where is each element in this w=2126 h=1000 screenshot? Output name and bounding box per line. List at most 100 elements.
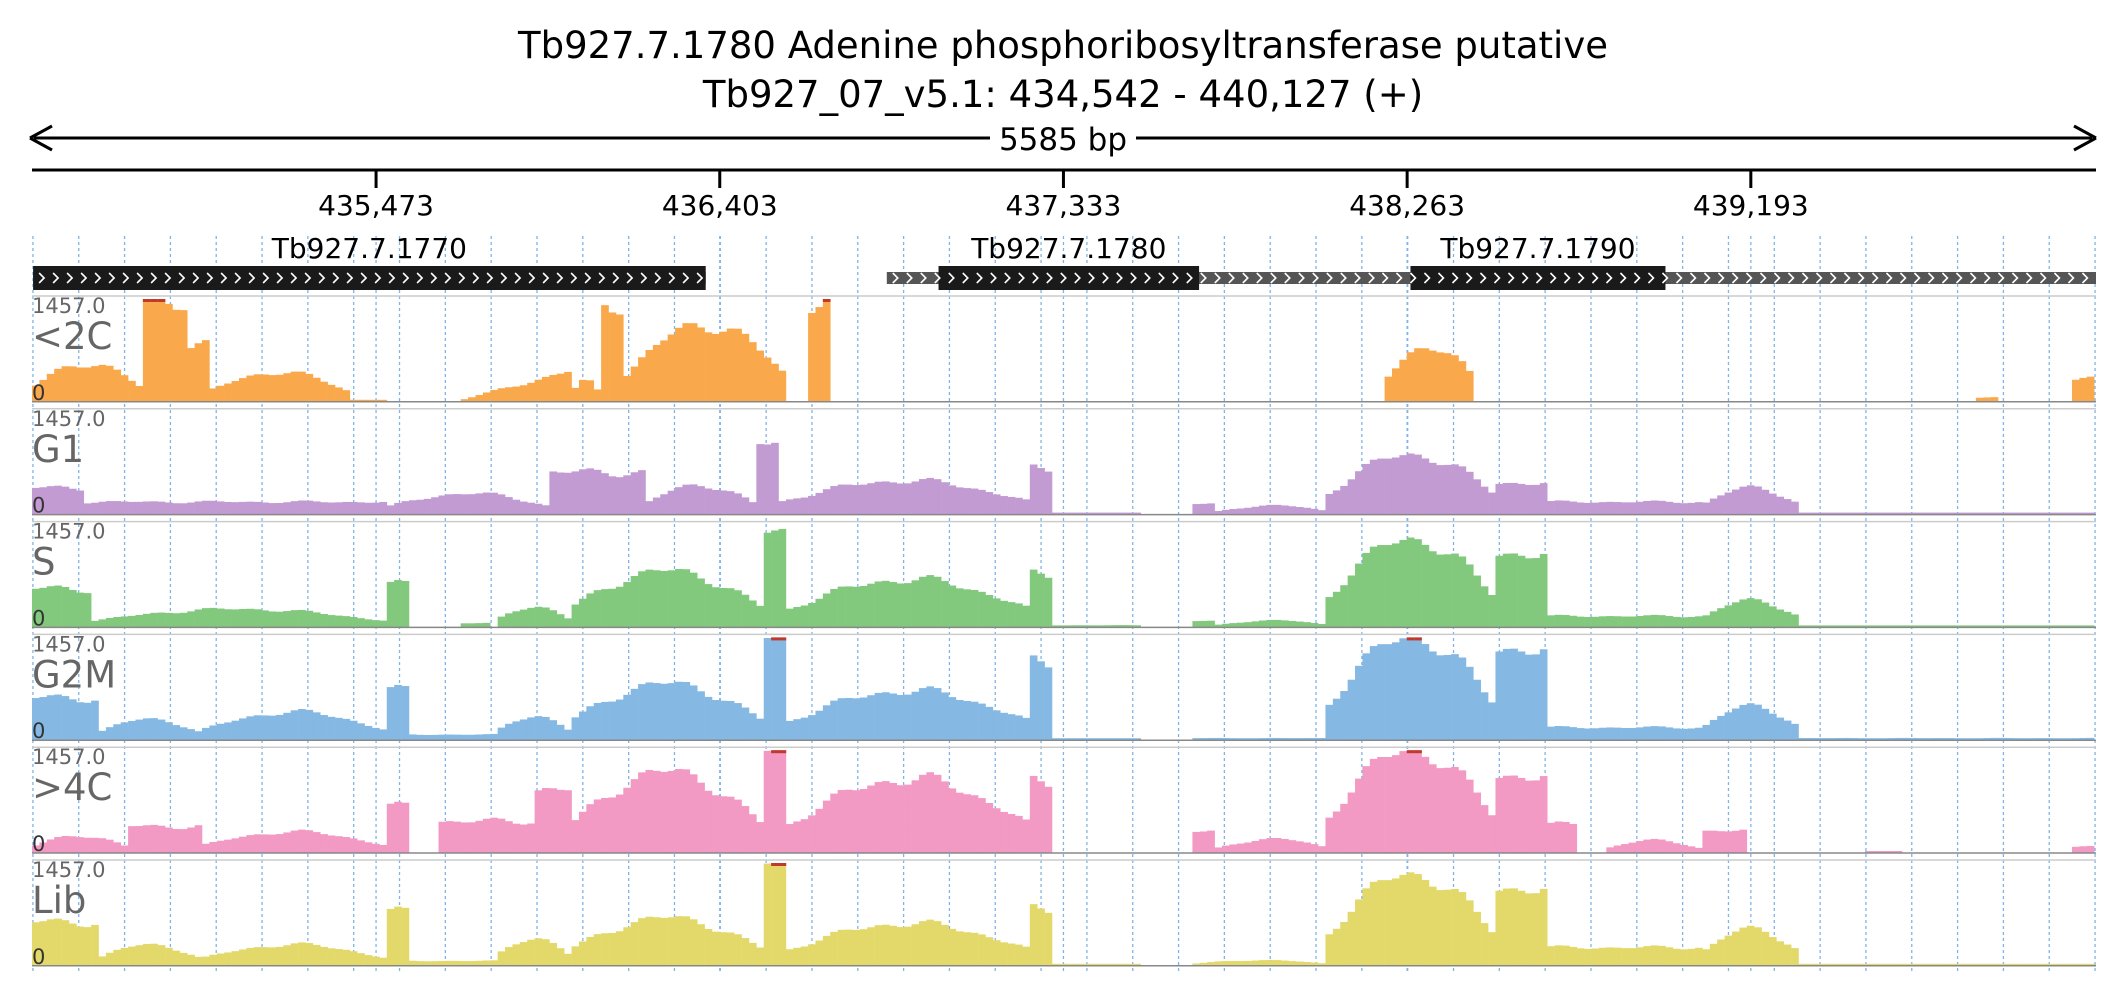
coverage-bar (39, 921, 48, 966)
coverage-bar (1480, 486, 1489, 515)
coverage-bar (1658, 615, 1666, 628)
coverage-bar (512, 823, 521, 853)
coverage-bar (1443, 654, 1452, 741)
coverage-bar (778, 750, 787, 853)
coverage-bar (1406, 352, 1415, 402)
coverage-bar (1865, 963, 1873, 966)
coverage-bar (1731, 489, 1740, 515)
coverage-bar (364, 725, 373, 741)
coverage-bar (253, 947, 262, 966)
coverage-bar (1362, 766, 1371, 853)
coverage-bar (1650, 726, 1659, 741)
coverage-bar (1266, 619, 1275, 628)
coverage-bar (1406, 537, 1415, 628)
coverage-bar (1488, 595, 1496, 628)
strand-arrow-icon (402, 272, 410, 284)
coverage-bar (1332, 698, 1341, 741)
coverage-bar (1598, 502, 1607, 515)
coverage-bar (120, 947, 129, 966)
clip-marker (771, 637, 779, 641)
coverage-bar (845, 484, 853, 515)
coverage-bar (1199, 620, 1208, 628)
coverage-bar (1125, 512, 1134, 515)
coverage-bar (970, 932, 979, 966)
coverage-bar (1384, 458, 1393, 515)
strand-arrow-icon (136, 272, 144, 284)
coverage-bar (667, 334, 676, 402)
coverage-bar (1953, 512, 1962, 515)
coverage-bar (978, 591, 986, 628)
coverage-bar (1584, 948, 1592, 966)
coverage-bar (852, 790, 861, 853)
ruler-tick-label: 438,263 (1349, 189, 1465, 222)
coverage-bar (1451, 355, 1459, 402)
coverage-bar (2042, 625, 2051, 628)
coverage-bar (556, 724, 565, 741)
clip-marker (1406, 750, 1415, 754)
coverage-bar (1820, 625, 1829, 628)
coverage-bar (1724, 712, 1733, 741)
coverage-bar (1576, 728, 1585, 741)
coverage-bar (704, 696, 713, 741)
coverage-bar (1628, 948, 1637, 966)
coverage-bar (689, 919, 698, 966)
coverage-bar (719, 490, 728, 515)
coverage-bar (105, 952, 114, 966)
coverage-bar (1443, 554, 1452, 628)
coverage-bar (1325, 493, 1334, 515)
coverage-bar (1569, 946, 1578, 966)
coverage-bar (408, 960, 417, 966)
coverage-bar (1214, 510, 1223, 515)
y-min-label: 0 (32, 381, 45, 405)
strand-arrow-icon (1745, 272, 1753, 284)
coverage-bar (1776, 496, 1785, 515)
coverage-bar (1244, 622, 1252, 628)
coverage-bar (165, 827, 173, 853)
coverage-bar (298, 709, 306, 741)
coverage-bar (541, 376, 550, 402)
coverage-bar (1192, 738, 1201, 741)
coverage-bar (135, 719, 144, 741)
strand-arrow-icon (1493, 272, 1501, 284)
coverage-bar (1495, 651, 1504, 741)
coverage-bar (1059, 512, 1068, 515)
coverage-bar (1746, 598, 1755, 628)
strand-arrow-icon (1242, 272, 1249, 284)
coverage-bar (1303, 961, 1311, 966)
coverage-bar (76, 490, 85, 515)
coverage-bar (505, 613, 513, 628)
coverage-bar (1658, 839, 1666, 853)
coverage-bar (1428, 350, 1437, 402)
coverage-bar (1695, 616, 1703, 628)
strand-arrow-icon (1843, 272, 1851, 284)
coverage-bar (364, 502, 373, 515)
coverage-bar (704, 584, 713, 628)
coverage-bar (1303, 738, 1311, 741)
coverage-bar (571, 604, 580, 628)
coverage-bar (224, 952, 232, 966)
coverage-bar (2020, 625, 2028, 628)
coverage-bar (238, 378, 247, 402)
coverage-bar (416, 499, 425, 515)
coverage-bar (2057, 738, 2065, 741)
coverage-bar (335, 387, 343, 402)
coverage-bar (1325, 597, 1334, 628)
coverage-bar (593, 702, 602, 741)
coverage-bar (312, 501, 321, 515)
coverage-bar (305, 610, 314, 628)
coverage-bar (1488, 492, 1496, 515)
coverage-bar (1857, 738, 1866, 741)
coverage-bar (1281, 838, 1289, 853)
coverage-bar (482, 392, 491, 402)
coverage-bar (1007, 813, 1016, 853)
coverage-bar (216, 723, 225, 741)
coverage-bar (778, 637, 787, 741)
coverage-bar (1244, 738, 1252, 741)
strand-arrow-icon (486, 272, 494, 284)
coverage-bar (482, 492, 491, 515)
coverage-bar (39, 379, 48, 402)
coverage-bar (726, 491, 735, 515)
coverage-bar (1436, 655, 1445, 741)
coverage-bar (830, 486, 838, 515)
coverage-bar (98, 501, 107, 515)
